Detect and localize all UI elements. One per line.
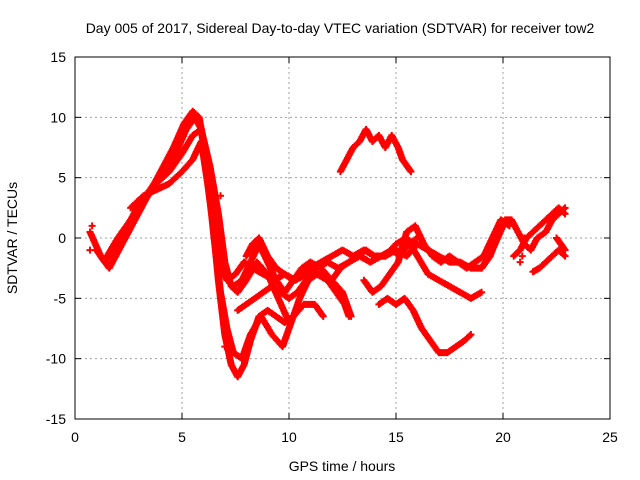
x-tick-label: 5 [178, 429, 186, 445]
y-axis-ticks: -15 -10 -5 0 5 10 15 [46, 49, 610, 427]
x-tick-label: 10 [281, 429, 297, 445]
y-tick-label: -10 [46, 351, 66, 367]
x-tick-label: 0 [71, 429, 79, 445]
data-point-marker [221, 343, 229, 351]
series-track-14 [553, 234, 569, 254]
y-tick-label: 15 [50, 49, 66, 65]
x-tick-label: 25 [602, 429, 618, 445]
data-point-marker [86, 246, 94, 254]
data-point-marker [319, 312, 327, 320]
data-point-marker [561, 204, 569, 212]
series-track-8 [336, 125, 415, 176]
y-tick-label: 10 [50, 109, 66, 125]
series-track-7 [242, 222, 507, 284]
y-tick-label: 0 [58, 230, 66, 246]
x-axis-ticks: 0 5 10 15 20 25 [71, 57, 618, 445]
data-point-marker [561, 246, 569, 254]
data-point-marker [217, 192, 225, 200]
y-tick-label: -15 [46, 411, 66, 427]
data-point-marker [560, 251, 568, 259]
data-point-marker [347, 312, 355, 320]
x-tick-label: 20 [495, 429, 511, 445]
data-point-marker [561, 210, 569, 218]
data-point-marker [520, 234, 528, 242]
data-point-marker [466, 332, 474, 340]
series-track-9 [375, 294, 475, 357]
chart-title: Day 005 of 2017, Sidereal Day-to-day VTE… [86, 20, 595, 36]
y-axis-label: SDTVAR / TECUs [4, 182, 20, 294]
y-tick-label: -5 [54, 290, 67, 306]
x-axis-label: GPS time / hours [289, 458, 396, 474]
data-points [86, 107, 569, 381]
data-point-marker [560, 209, 568, 217]
data-point-marker [285, 318, 293, 326]
series-isolated-points [86, 192, 528, 351]
data-point-marker [516, 258, 524, 266]
y-tick-label: 5 [58, 170, 66, 186]
series-track-11 [478, 204, 569, 272]
data-point-marker [518, 252, 526, 260]
data-point-marker [561, 252, 569, 260]
series-track-10 [360, 216, 513, 296]
data-point-marker [478, 288, 486, 296]
data-point-marker [407, 168, 415, 176]
x-tick-label: 15 [388, 429, 404, 445]
data-point-marker [467, 331, 475, 339]
data-point-marker [88, 222, 96, 230]
series-track-13 [529, 246, 569, 276]
